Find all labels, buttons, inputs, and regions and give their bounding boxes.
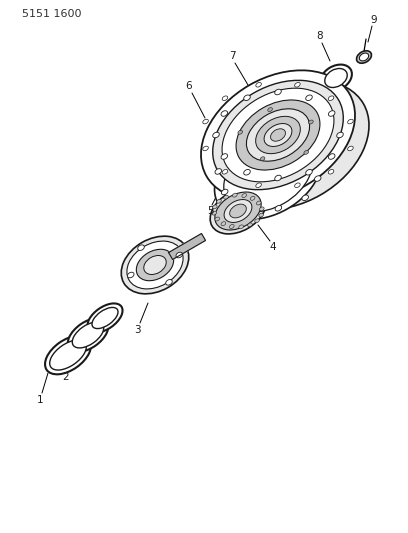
Ellipse shape	[229, 224, 234, 229]
Ellipse shape	[224, 138, 312, 212]
Ellipse shape	[221, 111, 228, 116]
Ellipse shape	[250, 196, 255, 200]
Ellipse shape	[275, 89, 281, 95]
Polygon shape	[169, 233, 206, 260]
Text: 5151 1600: 5151 1600	[22, 9, 82, 19]
Ellipse shape	[138, 245, 144, 251]
Ellipse shape	[217, 199, 221, 203]
Text: 3: 3	[134, 325, 140, 335]
Ellipse shape	[222, 189, 228, 195]
Ellipse shape	[222, 169, 228, 174]
Ellipse shape	[45, 336, 91, 374]
Ellipse shape	[256, 183, 262, 188]
Ellipse shape	[203, 119, 208, 124]
Ellipse shape	[275, 175, 281, 181]
Ellipse shape	[236, 100, 320, 170]
Ellipse shape	[271, 129, 286, 141]
Ellipse shape	[348, 119, 353, 124]
Ellipse shape	[325, 69, 347, 87]
Ellipse shape	[302, 195, 308, 200]
Ellipse shape	[213, 205, 217, 209]
Ellipse shape	[238, 130, 242, 134]
Ellipse shape	[320, 64, 352, 92]
Ellipse shape	[210, 188, 266, 234]
Ellipse shape	[357, 51, 371, 63]
Ellipse shape	[230, 204, 246, 218]
Text: 6: 6	[186, 81, 192, 91]
Ellipse shape	[285, 141, 292, 147]
Text: 9: 9	[371, 15, 377, 25]
Ellipse shape	[215, 131, 322, 220]
Ellipse shape	[328, 96, 334, 101]
Ellipse shape	[348, 146, 353, 151]
Ellipse shape	[212, 211, 217, 215]
Ellipse shape	[213, 80, 343, 190]
Ellipse shape	[260, 157, 265, 161]
Ellipse shape	[306, 169, 312, 175]
Ellipse shape	[222, 96, 228, 101]
Ellipse shape	[215, 168, 222, 174]
Ellipse shape	[213, 132, 219, 138]
Ellipse shape	[72, 322, 104, 348]
Ellipse shape	[224, 199, 252, 222]
Ellipse shape	[68, 318, 108, 352]
Ellipse shape	[176, 252, 182, 258]
Text: 5: 5	[207, 206, 213, 216]
Ellipse shape	[254, 139, 261, 144]
Ellipse shape	[257, 201, 261, 205]
Ellipse shape	[221, 222, 226, 225]
Ellipse shape	[255, 219, 259, 223]
Ellipse shape	[337, 132, 343, 138]
Ellipse shape	[256, 116, 300, 154]
Ellipse shape	[308, 120, 313, 124]
Ellipse shape	[92, 308, 118, 328]
Ellipse shape	[127, 272, 134, 278]
Ellipse shape	[328, 111, 335, 116]
Ellipse shape	[215, 217, 220, 221]
Ellipse shape	[201, 70, 355, 200]
Ellipse shape	[246, 109, 310, 161]
Ellipse shape	[244, 203, 251, 209]
Ellipse shape	[244, 169, 250, 175]
Text: 7: 7	[229, 51, 235, 61]
Ellipse shape	[248, 223, 252, 227]
Ellipse shape	[215, 80, 369, 209]
Ellipse shape	[136, 249, 174, 281]
Text: 4: 4	[270, 242, 276, 252]
Ellipse shape	[308, 155, 315, 161]
Ellipse shape	[166, 279, 172, 285]
Ellipse shape	[87, 303, 122, 333]
Ellipse shape	[328, 169, 334, 174]
Ellipse shape	[304, 150, 308, 155]
Ellipse shape	[233, 193, 237, 197]
Ellipse shape	[215, 192, 261, 230]
Ellipse shape	[259, 207, 264, 211]
Ellipse shape	[275, 206, 282, 211]
Ellipse shape	[127, 241, 183, 289]
Ellipse shape	[359, 53, 369, 61]
Ellipse shape	[295, 183, 300, 188]
Ellipse shape	[328, 154, 335, 159]
Ellipse shape	[144, 255, 166, 274]
Text: 2: 2	[63, 372, 69, 382]
Ellipse shape	[228, 149, 234, 155]
Ellipse shape	[295, 83, 300, 87]
Ellipse shape	[50, 340, 86, 370]
Ellipse shape	[268, 108, 273, 111]
Text: 8: 8	[317, 31, 323, 41]
Ellipse shape	[242, 193, 246, 198]
Ellipse shape	[264, 124, 292, 147]
Text: 1: 1	[37, 395, 43, 405]
Ellipse shape	[222, 88, 334, 182]
Ellipse shape	[315, 176, 321, 181]
Ellipse shape	[224, 195, 228, 199]
Ellipse shape	[221, 154, 228, 159]
Ellipse shape	[244, 95, 250, 101]
Ellipse shape	[256, 83, 262, 87]
Ellipse shape	[239, 225, 244, 229]
Ellipse shape	[203, 146, 208, 151]
Ellipse shape	[121, 236, 189, 294]
Ellipse shape	[306, 95, 312, 101]
Ellipse shape	[259, 213, 264, 217]
